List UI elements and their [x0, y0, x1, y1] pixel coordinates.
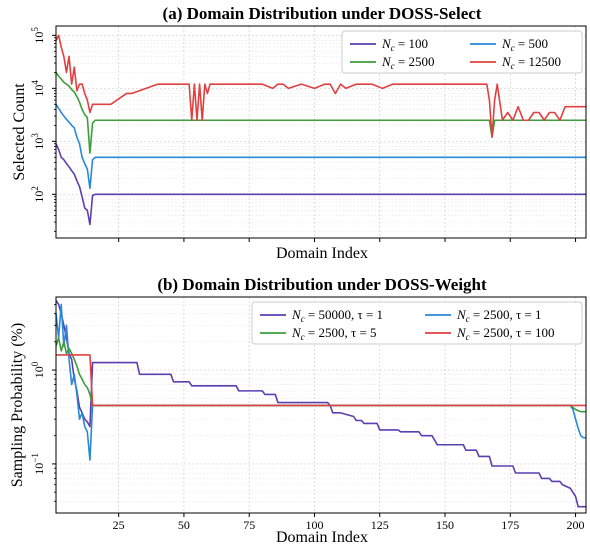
legend-label-rest: = 50000, τ = 1: [305, 307, 383, 322]
legend-label-4: Nc = 12500: [501, 54, 561, 71]
series-line-1: [55, 143, 586, 226]
legend-label-1: Nc = 100: [381, 36, 428, 53]
y-tick-base: 10: [32, 191, 46, 203]
legend-label-3: Nc = 2500: [381, 54, 435, 71]
legend-label-subscript: c: [511, 43, 515, 53]
y-tick-label: 10−1: [30, 453, 46, 475]
x-tick-label: 50: [178, 518, 190, 532]
legend-label-subscript: c: [511, 61, 515, 71]
legend-label-rest: = 2500, τ = 1: [470, 307, 542, 322]
legend-label-rest: = 2500, τ = 5: [305, 325, 377, 340]
plot-frame: [55, 296, 587, 514]
y-tick-exponent: −1: [30, 453, 40, 463]
y-tick-base: 10: [32, 32, 46, 44]
series-line-3: [55, 71, 586, 154]
legend-label-subscript: c: [391, 61, 395, 71]
series-line-2: [55, 103, 586, 190]
series-line-3: [55, 337, 586, 413]
legend-label-3: Nc = 2500, τ = 5: [291, 325, 377, 342]
legend-label-1: Nc = 50000, τ = 1: [291, 307, 383, 324]
legend-box: [251, 301, 583, 345]
legend-label-subscript: c: [301, 332, 305, 342]
x-tick-label: 175: [501, 518, 519, 532]
legend-label-rest: = 2500, τ = 100: [470, 325, 555, 340]
legend: Nc = 50000, τ = 1 Nc = 2500, τ = 1Nc = 25…: [251, 301, 583, 345]
chart-b-ylabel: Sampling Probability (%): [9, 323, 26, 487]
legend-label-subscript: c: [466, 332, 470, 342]
legend-box: [341, 30, 583, 74]
y-tick-label: 102: [30, 186, 46, 203]
y-tick-base: 10: [32, 138, 46, 150]
y-tick-exponent: 4: [30, 80, 40, 85]
chart-a-title: (a) Domain Distribution under DOSS-Selec…: [163, 4, 482, 23]
legend-label-rest: = 500: [515, 36, 548, 51]
x-tick-label: 25: [113, 518, 125, 532]
legend-label-rest: = 100: [395, 36, 428, 51]
y-tick-exponent: 2: [30, 186, 40, 191]
y-tick-label: 103: [30, 133, 46, 150]
x-tick-label: 125: [371, 518, 389, 532]
y-tick-label: 100: [30, 361, 46, 378]
legend-label-subscript: c: [466, 314, 470, 324]
y-tick-base: 10: [32, 463, 46, 475]
legend-label-symbol: N: [501, 54, 512, 69]
plot-frame: [55, 25, 587, 239]
y-tick-base: 10: [32, 85, 46, 97]
chart-a-ylabel: Selected Count: [11, 83, 28, 181]
y-tick-exponent: 5: [30, 27, 40, 32]
series-line-4: [56, 354, 586, 407]
chart-b-title: (b) Domain Distribution under DOSS-Weigh…: [157, 275, 487, 294]
legend-label-symbol: N: [381, 36, 392, 51]
x-tick-label: 100: [305, 518, 323, 532]
legend-label-symbol: N: [381, 54, 392, 69]
legend-label-rest: = 12500: [515, 54, 561, 69]
y-tick-label: 105: [30, 27, 46, 44]
legend-label-symbol: N: [501, 36, 512, 51]
legend-label-4: Nc = 2500, τ = 100: [456, 325, 555, 342]
legend-label-symbol: N: [456, 307, 467, 322]
legend-label-symbol: N: [291, 307, 302, 322]
legend-label-subscript: c: [301, 314, 305, 324]
series-line-4: [55, 34, 586, 138]
legend-label-symbol: N: [456, 325, 467, 340]
chart-b-xlabel: Domain Index: [276, 529, 368, 546]
legend-label-rest: = 2500: [395, 54, 435, 69]
series-line-2: [55, 303, 586, 461]
y-tick-exponent: 3: [30, 133, 40, 138]
y-tick-exponent: 0: [30, 361, 40, 366]
legend-label-subscript: c: [391, 43, 395, 53]
y-tick-label: 104: [30, 80, 46, 97]
chart-a-xlabel: Domain Index: [276, 245, 368, 262]
legend-label-symbol: N: [291, 325, 302, 340]
x-tick-label: 75: [243, 518, 255, 532]
legend-label-2: Nc = 2500, τ = 1: [456, 307, 542, 324]
x-tick-label: 200: [567, 518, 585, 532]
x-tick-label: 150: [436, 518, 454, 532]
legend-label-2: Nc = 500: [501, 36, 548, 53]
y-tick-base: 10: [32, 366, 46, 378]
